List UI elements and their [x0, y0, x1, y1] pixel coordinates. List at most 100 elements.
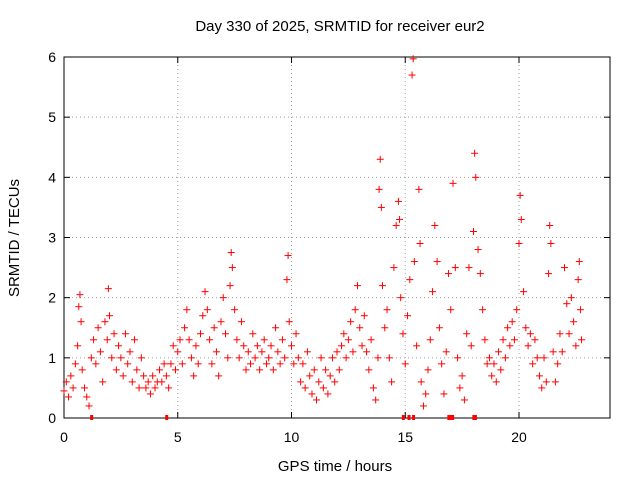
- y-tick-label: 0: [48, 410, 56, 426]
- data-point: [206, 336, 214, 344]
- data-point: [328, 354, 336, 362]
- data-point: [162, 372, 170, 380]
- data-point: [465, 264, 473, 272]
- y-tick-label: 5: [48, 109, 56, 125]
- data-point: [561, 264, 568, 272]
- data-point: [444, 270, 452, 278]
- data-point: [338, 342, 346, 350]
- data-point: [94, 324, 102, 332]
- data-point: [85, 402, 93, 410]
- data-point: [253, 342, 261, 350]
- data-point: [342, 354, 350, 362]
- data-point: [303, 348, 311, 356]
- data-point: [492, 378, 500, 386]
- data-point: [567, 294, 575, 302]
- data-point: [77, 318, 85, 326]
- data-point: [547, 240, 555, 248]
- data-point: [290, 360, 298, 368]
- data-point: [65, 393, 73, 401]
- data-point: [112, 366, 120, 374]
- data-point: [390, 264, 398, 272]
- data-point: [265, 354, 273, 362]
- data-point: [351, 306, 359, 314]
- data-point: [199, 312, 207, 320]
- data-point: [240, 342, 248, 350]
- data-point: [222, 330, 230, 338]
- data-point: [178, 360, 186, 368]
- data-point: [558, 348, 566, 356]
- data-point: [365, 366, 373, 374]
- data-point: [495, 348, 503, 356]
- data-point: [578, 336, 586, 344]
- zero-value-marker: [412, 415, 416, 420]
- data-point: [71, 360, 79, 368]
- data-point: [87, 354, 95, 362]
- data-point: [454, 354, 462, 362]
- y-axis-label: SRMTID / TECUs: [6, 179, 23, 297]
- data-point: [322, 366, 330, 374]
- y-tick-label: 3: [48, 230, 56, 246]
- data-point: [377, 203, 385, 211]
- x-tick-label: 20: [511, 429, 527, 445]
- data-point: [349, 348, 357, 356]
- data-point: [331, 378, 339, 386]
- data-point: [144, 378, 152, 386]
- data-point: [426, 336, 434, 344]
- data-point: [575, 258, 583, 266]
- y-tick-label: 6: [48, 49, 56, 65]
- data-point: [472, 173, 480, 181]
- data-point: [75, 303, 83, 311]
- data-point: [438, 360, 446, 368]
- data-point: [78, 366, 86, 374]
- data-point: [481, 336, 489, 344]
- data-point: [356, 324, 364, 332]
- data-point: [372, 396, 380, 404]
- data-point: [458, 372, 466, 380]
- data-point: [135, 384, 143, 392]
- data-point: [69, 384, 77, 392]
- data-point: [185, 336, 193, 344]
- data-point: [440, 390, 448, 398]
- data-point: [310, 366, 318, 374]
- data-point: [413, 342, 421, 350]
- data-point: [276, 360, 284, 368]
- data-point: [176, 336, 184, 344]
- data-point: [210, 324, 218, 332]
- data-point: [201, 288, 209, 296]
- data-point: [224, 354, 232, 362]
- data-point: [174, 348, 182, 356]
- data-point: [388, 378, 396, 386]
- data-point: [171, 366, 179, 374]
- data-point: [146, 390, 154, 398]
- data-point: [190, 372, 198, 380]
- data-point: [556, 330, 564, 338]
- data-point: [501, 354, 509, 362]
- data-point: [308, 390, 316, 398]
- data-point: [375, 185, 383, 193]
- data-point: [404, 312, 412, 320]
- data-point: [284, 252, 292, 260]
- data-point: [545, 270, 553, 278]
- data-point: [92, 360, 100, 368]
- data-point: [140, 372, 148, 380]
- data-point: [278, 336, 286, 344]
- data-point: [456, 384, 464, 392]
- data-point: [447, 306, 455, 314]
- data-point: [538, 384, 546, 392]
- data-point: [317, 354, 325, 362]
- data-point: [522, 324, 530, 332]
- data-point: [313, 396, 321, 404]
- data-point: [504, 324, 512, 332]
- data-point: [406, 276, 414, 284]
- data-point: [126, 348, 134, 356]
- data-point: [563, 300, 571, 308]
- data-point: [565, 330, 573, 338]
- zero-value-marker: [401, 415, 405, 420]
- data-point: [376, 155, 384, 163]
- data-point: [151, 384, 159, 392]
- data-point: [103, 336, 111, 344]
- data-point: [551, 378, 559, 386]
- data-point: [149, 372, 157, 380]
- data-point: [299, 360, 307, 368]
- data-point: [497, 366, 505, 374]
